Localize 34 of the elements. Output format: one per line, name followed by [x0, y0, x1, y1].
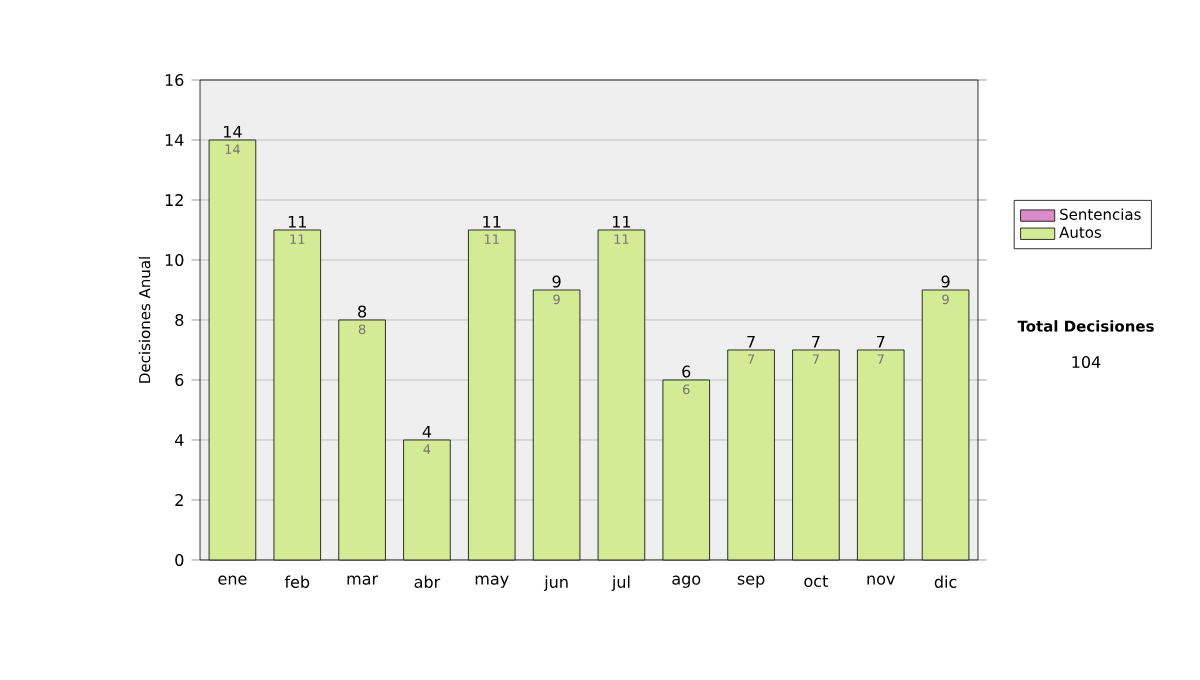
x-tick-label: feb [284, 575, 310, 588]
x-tick-label: jul [611, 575, 630, 592]
y-tick-label: 10 [165, 253, 184, 267]
text: 104 [1072, 355, 1101, 369]
total-label: 8 [358, 305, 367, 318]
x-tick-label: oct [804, 575, 828, 588]
y-tick-label: 0 [175, 553, 184, 567]
x-tick-label: abr [414, 575, 441, 588]
total-label: 7 [747, 335, 755, 348]
x-tick-label: sep [737, 575, 765, 588]
y-tick-label: 4 [175, 434, 184, 446]
total-label: 7 [812, 335, 820, 348]
x-tick-label: mar [347, 575, 379, 585]
total-label: 11 [483, 215, 501, 228]
x-tick-label: jun [543, 575, 568, 592]
total-label: 11 [613, 215, 631, 228]
y-tick-label: 12 [165, 194, 183, 206]
y-tick-label: 16 [165, 73, 184, 87]
x-tick-label: ene [218, 575, 247, 585]
total-label: 9 [552, 275, 561, 288]
total-label: 14 [224, 125, 242, 138]
total-label: 9 [941, 275, 950, 288]
total-label: 4 [422, 425, 432, 438]
y-tick-label: 14 [165, 134, 184, 146]
y-tick-label: 6 [175, 373, 184, 387]
y-tick-label: 2 [175, 494, 183, 506]
x-tick-label: may [475, 575, 509, 588]
y-tick-label: 8 [175, 313, 184, 327]
total-label: 11 [288, 215, 306, 228]
total-label: 7 [876, 335, 885, 348]
total-label: 6 [682, 365, 691, 378]
x-tick-label: nov [867, 575, 895, 585]
x-tick-label: ago [672, 575, 701, 588]
x-tick-label: dic [934, 575, 957, 588]
